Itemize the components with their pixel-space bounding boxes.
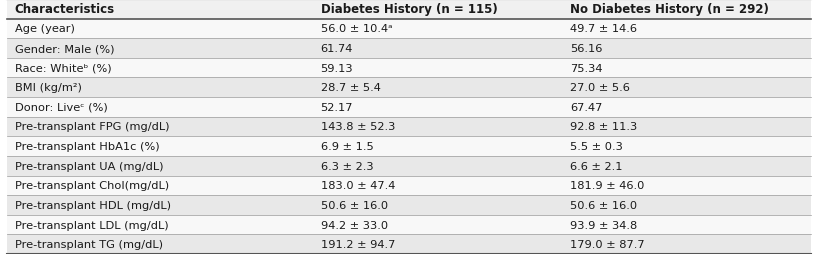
Bar — [7, 98, 811, 117]
Text: 59.13: 59.13 — [321, 64, 353, 73]
Text: 179.0 ± 87.7: 179.0 ± 87.7 — [570, 239, 645, 249]
Text: No Diabetes History (n = 292): No Diabetes History (n = 292) — [570, 3, 769, 16]
Text: 93.9 ± 34.8: 93.9 ± 34.8 — [570, 220, 637, 230]
Text: Pre-transplant TG (mg/dL): Pre-transplant TG (mg/dL) — [15, 239, 163, 249]
Bar — [7, 59, 811, 78]
Text: 5.5 ± 0.3: 5.5 ± 0.3 — [570, 141, 623, 152]
Text: 56.0 ± 10.4ᵃ: 56.0 ± 10.4ᵃ — [321, 24, 392, 34]
Bar — [7, 234, 811, 254]
Text: 67.47: 67.47 — [570, 102, 603, 113]
Text: Donor: Liveᶜ (%): Donor: Liveᶜ (%) — [15, 102, 107, 113]
Bar — [7, 195, 811, 215]
Text: Characteristics: Characteristics — [15, 3, 115, 16]
Text: 6.6 ± 2.1: 6.6 ± 2.1 — [570, 161, 622, 171]
Text: Pre-transplant UA (mg/dL): Pre-transplant UA (mg/dL) — [15, 161, 164, 171]
Bar — [7, 0, 811, 20]
Text: 52.17: 52.17 — [321, 102, 353, 113]
Bar — [7, 20, 811, 39]
Bar — [7, 117, 811, 137]
Text: 6.3 ± 2.3: 6.3 ± 2.3 — [321, 161, 373, 171]
Bar — [7, 39, 811, 59]
Text: 27.0 ± 5.6: 27.0 ± 5.6 — [570, 83, 630, 93]
Text: 6.9 ± 1.5: 6.9 ± 1.5 — [321, 141, 373, 152]
Text: 28.7 ± 5.4: 28.7 ± 5.4 — [321, 83, 380, 93]
Text: 50.6 ± 16.0: 50.6 ± 16.0 — [570, 200, 637, 210]
Text: Pre-transplant Chol(mg/dL): Pre-transplant Chol(mg/dL) — [15, 181, 169, 190]
Bar — [7, 78, 811, 98]
Text: 143.8 ± 52.3: 143.8 ± 52.3 — [321, 122, 395, 132]
Text: Pre-transplant LDL (mg/dL): Pre-transplant LDL (mg/dL) — [15, 220, 169, 230]
Text: Race: Whiteᵇ (%): Race: Whiteᵇ (%) — [15, 64, 111, 73]
Text: 56.16: 56.16 — [570, 44, 603, 54]
Text: 61.74: 61.74 — [321, 44, 353, 54]
Text: Pre-transplant HbA1c (%): Pre-transplant HbA1c (%) — [15, 141, 160, 152]
Bar — [7, 215, 811, 234]
Text: Diabetes History (n = 115): Diabetes History (n = 115) — [321, 3, 497, 16]
Text: Pre-transplant HDL (mg/dL): Pre-transplant HDL (mg/dL) — [15, 200, 171, 210]
Text: 92.8 ± 11.3: 92.8 ± 11.3 — [570, 122, 637, 132]
Text: 181.9 ± 46.0: 181.9 ± 46.0 — [570, 181, 645, 190]
Text: Age (year): Age (year) — [15, 24, 74, 34]
Text: Pre-transplant FPG (mg/dL): Pre-transplant FPG (mg/dL) — [15, 122, 169, 132]
Bar — [7, 176, 811, 195]
Text: 183.0 ± 47.4: 183.0 ± 47.4 — [321, 181, 395, 190]
Text: BMI (kg/m²): BMI (kg/m²) — [15, 83, 82, 93]
Text: 191.2 ± 94.7: 191.2 ± 94.7 — [321, 239, 395, 249]
Text: 75.34: 75.34 — [570, 64, 603, 73]
Text: Gender: Male (%): Gender: Male (%) — [15, 44, 115, 54]
Text: 94.2 ± 33.0: 94.2 ± 33.0 — [321, 220, 388, 230]
Text: 50.6 ± 16.0: 50.6 ± 16.0 — [321, 200, 388, 210]
Text: 49.7 ± 14.6: 49.7 ± 14.6 — [570, 24, 637, 34]
Bar — [7, 156, 811, 176]
Bar — [7, 137, 811, 156]
